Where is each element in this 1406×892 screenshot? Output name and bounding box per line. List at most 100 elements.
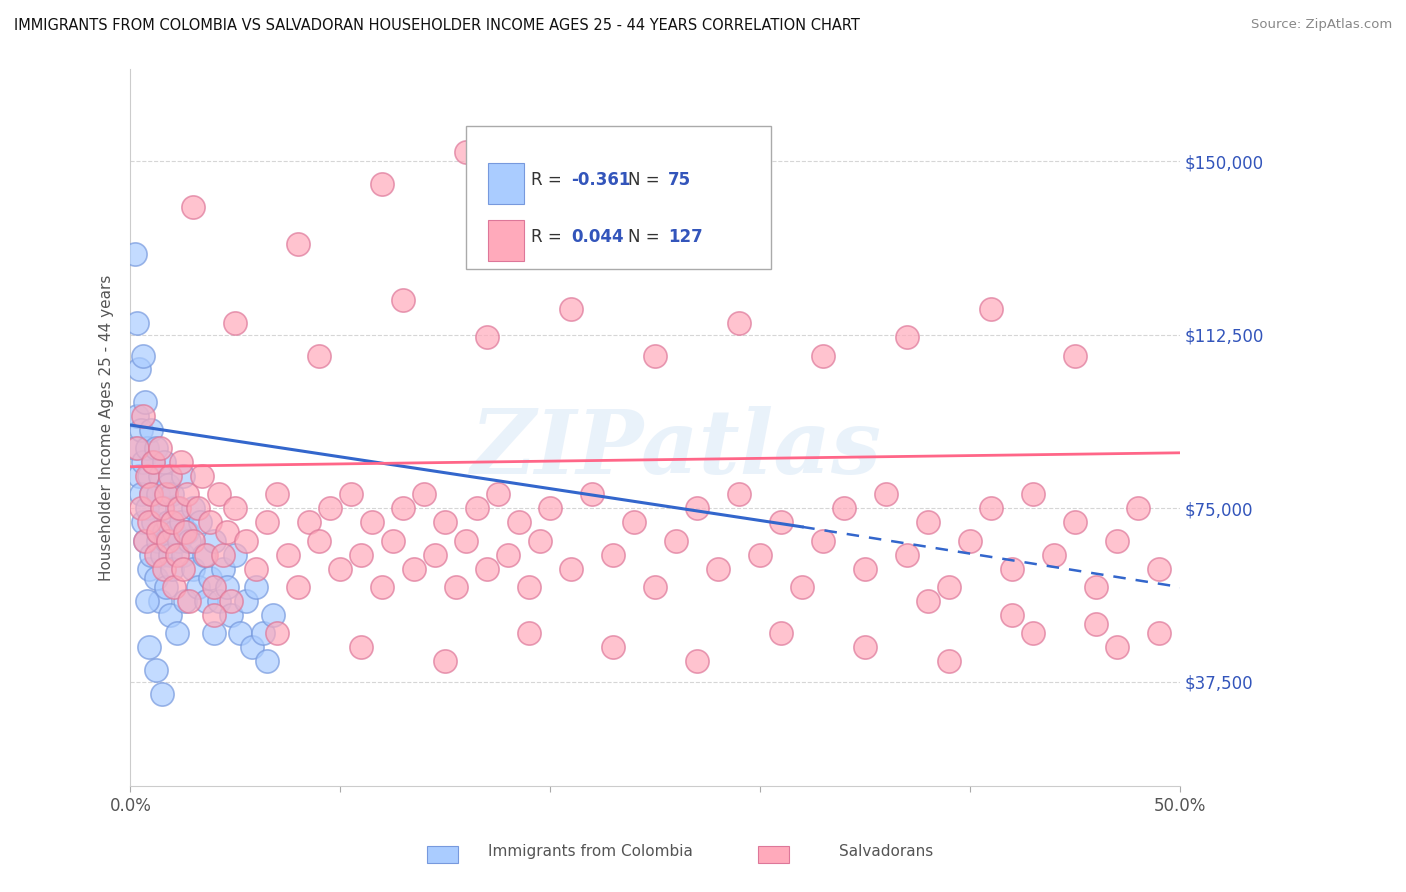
Point	[413, 487, 436, 501]
Point	[228, 626, 250, 640]
Point	[146, 487, 169, 501]
Point	[125, 409, 148, 423]
Point	[340, 487, 363, 501]
Point	[224, 316, 246, 330]
Point	[179, 533, 201, 548]
Point	[146, 533, 169, 548]
Point	[155, 580, 177, 594]
Point	[350, 640, 373, 655]
Point	[1147, 626, 1170, 640]
Point	[153, 455, 176, 469]
Point	[938, 654, 960, 668]
Point	[155, 487, 177, 501]
Point	[174, 524, 197, 539]
Point	[853, 561, 876, 575]
Point	[456, 533, 478, 548]
Text: IMMIGRANTS FROM COLOMBIA VS SALVADORAN HOUSEHOLDER INCOME AGES 25 - 44 YEARS COR: IMMIGRANTS FROM COLOMBIA VS SALVADORAN H…	[14, 18, 860, 33]
Point	[215, 580, 238, 594]
Point	[298, 515, 321, 529]
Point	[163, 580, 186, 594]
Point	[174, 594, 197, 608]
Point	[277, 548, 299, 562]
Point	[149, 441, 172, 455]
Point	[980, 501, 1002, 516]
Point	[134, 533, 156, 548]
Point	[1022, 487, 1045, 501]
Point	[1085, 617, 1108, 632]
Point	[707, 561, 730, 575]
Point	[456, 145, 478, 159]
Point	[423, 548, 446, 562]
Point	[129, 423, 152, 437]
Point	[434, 654, 457, 668]
Point	[145, 441, 167, 455]
Text: N =: N =	[628, 228, 665, 246]
Point	[262, 607, 284, 622]
Point	[141, 487, 163, 501]
Point	[129, 487, 152, 501]
Point	[157, 478, 180, 492]
Point	[256, 654, 278, 668]
Point	[138, 469, 160, 483]
Point	[134, 533, 156, 548]
Point	[166, 501, 188, 516]
Text: 127: 127	[668, 228, 703, 246]
Point	[1043, 548, 1066, 562]
Point	[538, 163, 561, 178]
Text: -0.361: -0.361	[571, 170, 631, 189]
Point	[477, 561, 499, 575]
Point	[188, 515, 211, 529]
Text: R =: R =	[531, 170, 568, 189]
Point	[1001, 607, 1024, 622]
Point	[128, 362, 150, 376]
Point	[832, 501, 855, 516]
Text: 75: 75	[668, 170, 690, 189]
Point	[1064, 515, 1087, 529]
Point	[202, 533, 225, 548]
Point	[141, 423, 163, 437]
Point	[202, 626, 225, 640]
Point	[917, 515, 939, 529]
Point	[235, 533, 257, 548]
Point	[287, 580, 309, 594]
Point	[235, 594, 257, 608]
Point	[162, 487, 184, 501]
Point	[150, 548, 173, 562]
Point	[149, 469, 172, 483]
Point	[211, 561, 233, 575]
Point	[498, 548, 520, 562]
Point	[183, 201, 205, 215]
Point	[980, 302, 1002, 317]
Point	[1022, 626, 1045, 640]
Point	[150, 501, 173, 516]
Point	[132, 515, 155, 529]
Point	[125, 441, 148, 455]
Point	[198, 515, 221, 529]
Point	[202, 607, 225, 622]
Point	[256, 515, 278, 529]
Point	[602, 640, 624, 655]
Point	[770, 515, 793, 529]
Text: N =: N =	[628, 170, 665, 189]
Point	[149, 594, 172, 608]
Point	[163, 524, 186, 539]
Point	[581, 487, 603, 501]
Point	[198, 571, 221, 585]
Point	[170, 515, 193, 529]
Point	[792, 580, 814, 594]
Point	[1147, 561, 1170, 575]
Point	[162, 515, 184, 529]
Point	[392, 501, 415, 516]
Point	[145, 664, 167, 678]
Point	[132, 409, 155, 423]
Point	[644, 349, 666, 363]
Point	[162, 561, 184, 575]
Point	[136, 594, 159, 608]
Point	[132, 455, 155, 469]
Point	[308, 533, 330, 548]
Point	[138, 561, 160, 575]
Point	[266, 487, 288, 501]
Point	[136, 501, 159, 516]
Text: Source: ZipAtlas.com: Source: ZipAtlas.com	[1251, 18, 1392, 31]
Point	[245, 561, 267, 575]
